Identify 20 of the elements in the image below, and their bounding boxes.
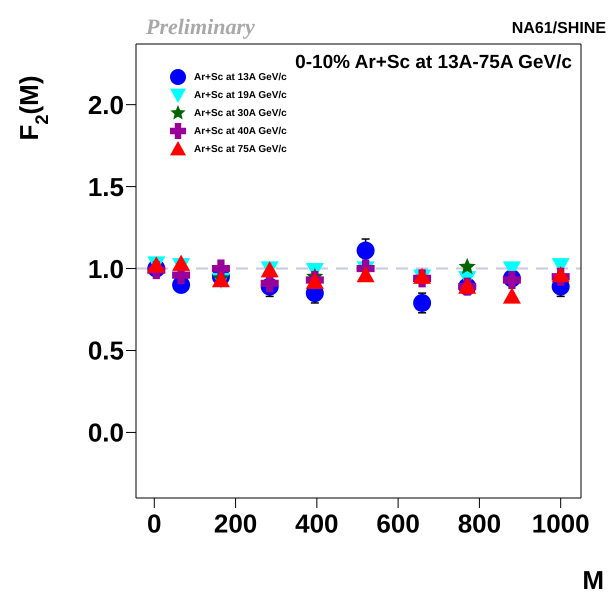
x-axis-title: M (582, 565, 604, 596)
x-tick-label: 400 (295, 508, 339, 538)
legend-label: Ar+Sc at 40A GeV/c (194, 126, 287, 136)
y-tick-label: 0.5 (88, 336, 124, 366)
x-tick-label: 1000 (532, 508, 590, 538)
y-tick-label: 2.0 (88, 90, 124, 120)
chart-title: 0-10% Ar+Sc at 13A-75A GeV/c (295, 52, 572, 74)
x-tick-label: 200 (214, 508, 258, 538)
y-tick-label: 1.5 (88, 172, 124, 202)
legend-label: Ar+Sc at 19A GeV/c (194, 90, 287, 100)
text: Preliminary (146, 14, 255, 40)
y-tick-label: 0.0 (88, 418, 124, 448)
x-tick-label: 600 (376, 508, 420, 538)
x-tick-label: 800 (458, 508, 502, 538)
text: NA61/SHINE (512, 20, 606, 38)
y-tick-label: 1.0 (88, 254, 124, 284)
x-tick-label: 0 (147, 508, 162, 538)
legend-label: Ar+Sc at 75A GeV/c (194, 144, 287, 154)
legend-label: Ar+Sc at 30A GeV/c (194, 108, 287, 118)
legend-label: Ar+Sc at 13A GeV/c (194, 72, 287, 82)
